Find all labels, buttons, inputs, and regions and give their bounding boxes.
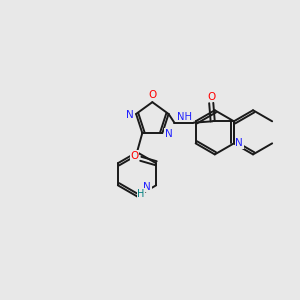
Text: O: O — [149, 90, 157, 100]
Text: NH: NH — [177, 112, 192, 122]
Text: O: O — [130, 151, 139, 161]
Text: N: N — [165, 129, 173, 139]
Text: O: O — [207, 92, 215, 102]
Text: H: H — [137, 189, 145, 199]
Text: N: N — [126, 110, 134, 119]
Text: N: N — [143, 182, 151, 192]
Text: N: N — [235, 138, 243, 148]
